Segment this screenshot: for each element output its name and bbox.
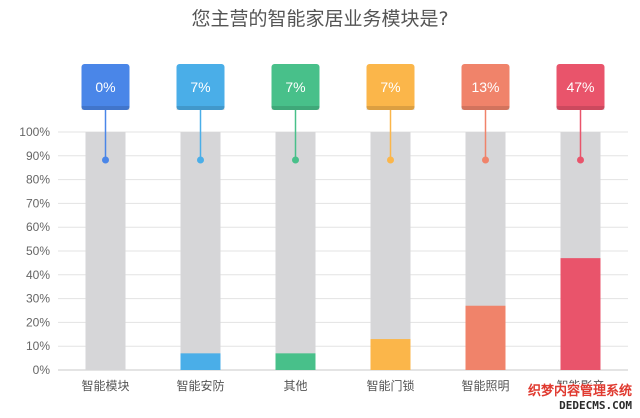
background-bar [180, 132, 221, 370]
badge-label: 0% [95, 79, 115, 95]
y-tick-label: 20% [26, 315, 50, 329]
connector-dot [577, 156, 584, 164]
category-label: 智能照明 [461, 378, 509, 393]
connector-dot [197, 156, 204, 164]
value-badge [461, 64, 510, 110]
y-tick-label: 40% [26, 268, 50, 282]
y-tick-label: 70% [26, 196, 50, 210]
y-tick-label: 10% [26, 339, 50, 353]
value-bar [370, 339, 411, 370]
watermark-url: DEDECMS.COM [559, 399, 632, 412]
connector-dot [292, 156, 299, 164]
category-label: 智能安防 [176, 378, 224, 393]
value-bar [465, 305, 506, 370]
category-label: 智能模块 [81, 378, 129, 393]
badge-shadow [81, 106, 130, 110]
y-tick-label: 100% [19, 125, 50, 139]
connector-dot [102, 156, 109, 164]
value-bars [180, 258, 601, 370]
y-tick-label: 60% [26, 220, 50, 234]
badge-label: 7% [190, 79, 210, 95]
y-tick-label: 90% [26, 149, 50, 163]
value-badge [81, 64, 130, 110]
value-bar [275, 353, 316, 370]
connector-dot [387, 156, 394, 164]
y-tick-label: 80% [26, 173, 50, 187]
value-bar [560, 258, 601, 370]
value-badge [176, 64, 225, 110]
badge-label: 7% [285, 79, 305, 95]
category-label: 其他 [283, 379, 307, 393]
badge-shadow [176, 106, 225, 110]
value-bar [180, 353, 221, 370]
x-axis-categories: 智能模块智能安防其他智能门锁智能照明智能影音 [81, 378, 604, 393]
y-tick-label: 0% [33, 363, 51, 377]
value-badges: 0% 7% 7% 7% 13% 47% [81, 64, 605, 110]
watermark-title: 织梦内容管理系统 [527, 384, 632, 399]
y-axis-ticks: 0% 10% 20% 30% 40% 50% 60% 70% 80% 90% 100% [19, 125, 50, 377]
chart-title: 您主营的智能家居业务模块是? [191, 8, 449, 30]
badge-label: 47% [566, 79, 594, 95]
grid-lines [58, 131, 628, 371]
badge-shadow [461, 106, 510, 110]
badge-label: 7% [380, 79, 400, 95]
value-badge [366, 64, 415, 110]
category-label: 智能门锁 [366, 378, 414, 393]
badge-shadow [556, 106, 605, 110]
value-badge [271, 64, 320, 110]
watermark: 织梦内容管理系统 DEDECMS.COM [514, 384, 632, 414]
background-bar [370, 132, 411, 370]
badge-label: 13% [471, 79, 499, 95]
badge-shadow [271, 106, 320, 110]
background-bar [275, 132, 316, 370]
y-tick-label: 50% [26, 244, 50, 258]
value-badge [556, 64, 605, 110]
badge-shadow [366, 106, 415, 110]
y-tick-label: 30% [26, 292, 50, 306]
background-bar [85, 132, 126, 370]
connector-dot [482, 156, 489, 164]
badge-connectors [102, 110, 584, 164]
